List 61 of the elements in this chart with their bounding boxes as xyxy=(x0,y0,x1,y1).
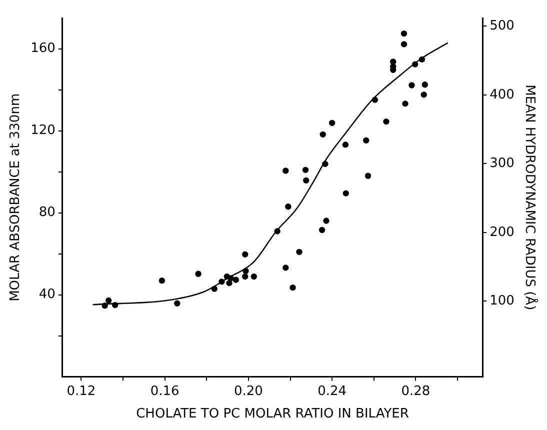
point xyxy=(418,56,426,63)
point xyxy=(112,302,118,308)
point xyxy=(226,280,232,286)
point xyxy=(211,286,218,292)
x-tick-label: 0.28 xyxy=(401,384,430,399)
point xyxy=(320,131,326,138)
point xyxy=(303,177,310,184)
point xyxy=(174,300,180,306)
point xyxy=(242,251,248,258)
point xyxy=(363,137,370,144)
point xyxy=(282,168,289,174)
point xyxy=(390,58,396,65)
x-axis-title: CHOLATE TO PC MOLAR RATIO IN BILAYER xyxy=(136,406,409,422)
x-tick-label: 0.24 xyxy=(318,384,347,399)
point xyxy=(242,268,249,274)
point xyxy=(364,172,372,179)
point xyxy=(328,120,336,126)
x-tick-label: 0.12 xyxy=(66,384,96,399)
y2-tick-label: 200 xyxy=(490,224,514,240)
point xyxy=(372,96,378,103)
point xyxy=(250,273,257,280)
point xyxy=(400,30,408,37)
point xyxy=(318,226,326,234)
y-tick-label: 160 xyxy=(30,41,56,56)
y-tick-label: 80 xyxy=(38,205,56,220)
point xyxy=(420,92,427,98)
x-tick-label: 0.20 xyxy=(234,384,263,399)
x-tick-label: 0.16 xyxy=(150,384,180,399)
point xyxy=(323,218,330,224)
point xyxy=(342,142,349,148)
y-tick-label: 120 xyxy=(30,123,56,138)
line-series xyxy=(92,42,449,306)
point xyxy=(228,275,234,282)
point xyxy=(285,204,292,210)
y-axis-title: MOLAR ABSORBANCE at 330nm xyxy=(8,93,24,302)
y2-tick-label: 100 xyxy=(490,294,514,309)
point xyxy=(158,278,166,284)
point xyxy=(383,118,390,125)
point xyxy=(218,278,225,285)
y2-tick-label: 300 xyxy=(490,156,514,172)
point xyxy=(232,276,240,283)
y2-axis-title: MEAN HYDRODYNAMIC RADIUS (Å) xyxy=(522,84,539,310)
point xyxy=(408,82,415,88)
point xyxy=(422,82,428,88)
point xyxy=(242,273,248,280)
point xyxy=(290,284,296,291)
point xyxy=(402,100,408,107)
point xyxy=(302,166,309,174)
point xyxy=(282,264,289,271)
point xyxy=(274,228,280,234)
point xyxy=(412,61,418,68)
point xyxy=(296,248,302,256)
point xyxy=(102,302,108,309)
point xyxy=(106,297,112,304)
y-tick-label: 40 xyxy=(38,287,56,302)
point xyxy=(342,190,349,196)
y2-tick-label: 500 xyxy=(490,18,514,34)
point xyxy=(322,160,328,168)
y2-tick-label: 400 xyxy=(490,87,514,102)
point xyxy=(195,270,202,277)
point xyxy=(400,41,408,48)
